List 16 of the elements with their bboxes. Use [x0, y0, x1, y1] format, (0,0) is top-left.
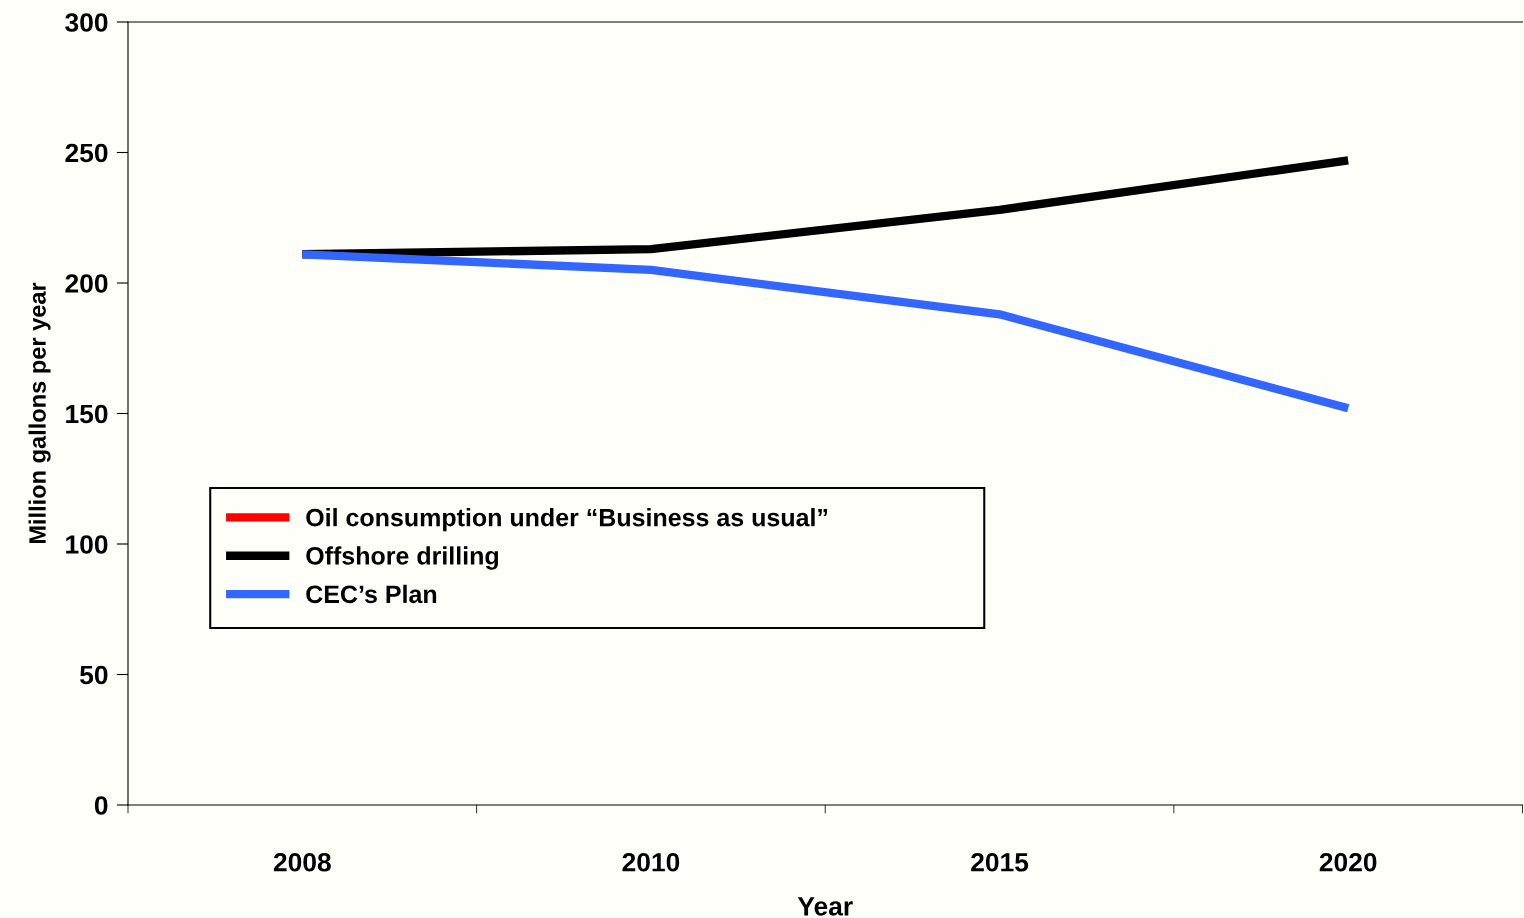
x-axis-title: Year — [797, 897, 853, 916]
y-tick-label: 50 — [80, 665, 108, 685]
y-tick-label: 0 — [94, 796, 108, 815]
y-tick-label: 250 — [65, 143, 108, 163]
y-axis-title: Million gallons per year — [28, 282, 51, 544]
y-tick-label: 150 — [66, 404, 108, 424]
legend-label: Offshore drilling — [306, 546, 498, 570]
y-tick-label: 300 — [65, 13, 108, 32]
legend-label: Oil consumption under “Business as usual” — [306, 508, 828, 532]
x-tick-label: 2015 — [971, 852, 1029, 872]
y-tick-label: 100 — [66, 535, 108, 554]
y-tick-label: 200 — [65, 274, 108, 293]
x-tick-label: 2020 — [1319, 852, 1377, 872]
x-tick-label: 2008 — [273, 852, 331, 872]
legend-label: CEC’s Plan — [306, 584, 437, 604]
x-tick-label: 2010 — [622, 852, 680, 872]
